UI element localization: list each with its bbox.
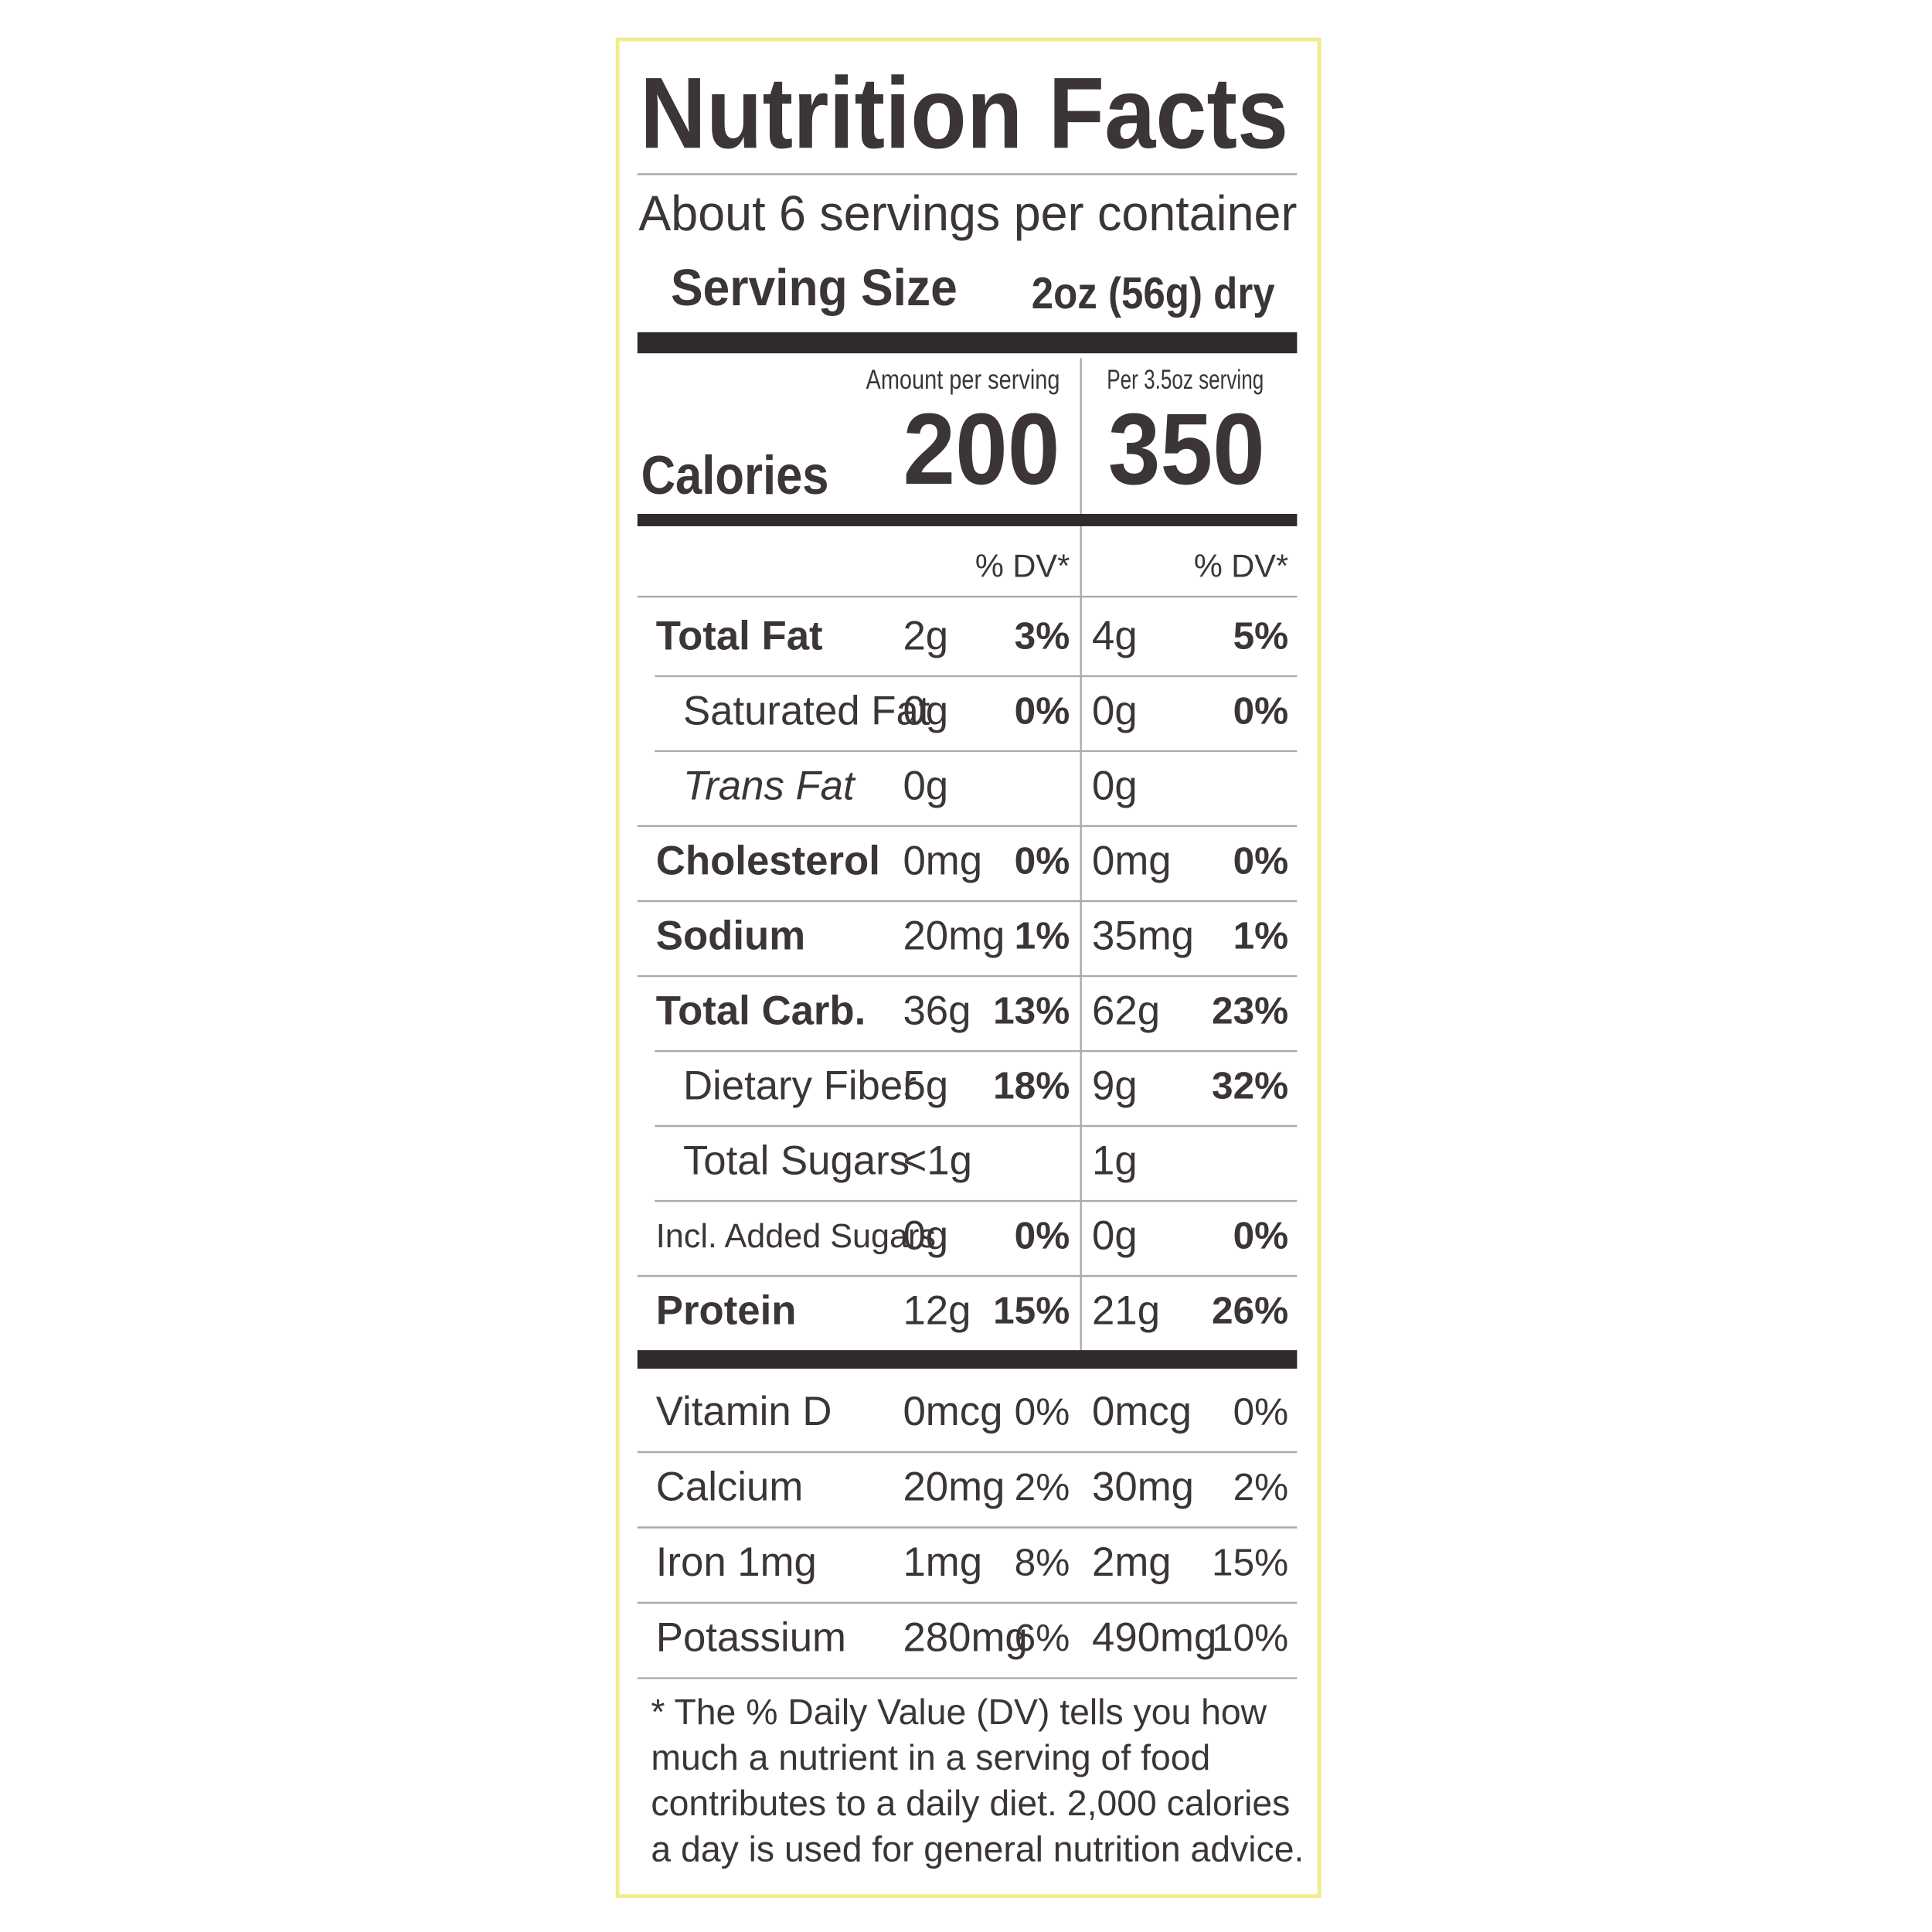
amount: 30mg: [1092, 1464, 1194, 1510]
daily-value: 6%: [1015, 1616, 1070, 1659]
amount: 9g: [1092, 1063, 1138, 1109]
nutrient-name: Total Carb.: [656, 988, 866, 1033]
amount: 1g: [1092, 1138, 1138, 1184]
amount: 5g: [903, 1063, 948, 1109]
calories-label: Calories: [641, 444, 829, 505]
amount: <1g: [903, 1138, 971, 1184]
daily-value: 15%: [993, 1289, 1070, 1332]
nutrient-name: Incl. Added Sugars: [656, 1218, 936, 1255]
daily-value: 15%: [1212, 1540, 1288, 1583]
daily-value: 0%: [1015, 1214, 1070, 1257]
amount: 0mcg: [903, 1389, 1002, 1434]
daily-value: 2%: [1233, 1465, 1289, 1509]
footnote-line: a day is used for general nutrition advi…: [651, 1828, 1304, 1869]
daily-value: 18%: [993, 1064, 1070, 1107]
daily-value: 32%: [1212, 1064, 1288, 1107]
amount: 0g: [1092, 763, 1138, 808]
daily-value: 13%: [993, 989, 1070, 1032]
amount: 0g: [1092, 1213, 1138, 1259]
servings: About 6 servings per container: [638, 185, 1297, 241]
nutrient-name: Vitamin D: [656, 1389, 832, 1434]
daily-value: 0%: [1015, 839, 1070, 883]
daily-value: 1%: [1233, 914, 1289, 957]
thick-rule: [637, 513, 1298, 526]
daily-value: 0%: [1233, 1389, 1289, 1433]
daily-value: 8%: [1015, 1540, 1070, 1583]
amount: 0mg: [1092, 838, 1172, 883]
column-header: Amount per serving: [866, 365, 1060, 395]
daily-value: 0%: [1233, 1214, 1289, 1257]
amount: 280mg: [903, 1615, 1027, 1661]
calories-value: 350: [1108, 392, 1265, 505]
title: Nutrition Facts: [640, 56, 1288, 169]
nutrient-name: Calcium: [656, 1464, 803, 1510]
nutrient-name: Trans Fat: [683, 763, 856, 808]
amount: 0mg: [903, 838, 982, 883]
serving-size-label: Serving Size: [671, 259, 957, 317]
column-header: Per 3.5oz serving: [1107, 365, 1264, 395]
amount: 35mg: [1092, 913, 1194, 958]
dv-header: % DV*: [1194, 547, 1288, 583]
daily-value: 1%: [1015, 914, 1070, 957]
nutrient-name: Sodium: [656, 913, 805, 958]
thick-rule: [637, 1350, 1298, 1369]
daily-value: 0%: [1233, 689, 1289, 733]
nutrient-name: Iron 1mg: [656, 1539, 817, 1585]
amount: 490mg: [1092, 1615, 1216, 1661]
nutrient-name: Potassium: [656, 1615, 846, 1661]
amount: 62g: [1092, 988, 1160, 1033]
nutrient-name: Saturated Fat: [683, 688, 930, 733]
dv-header: % DV*: [975, 547, 1070, 583]
amount: 1mg: [903, 1539, 982, 1585]
nutrient-name: Total Sugars: [683, 1138, 910, 1184]
amount: 0g: [903, 688, 948, 733]
daily-value: 0%: [1015, 1389, 1070, 1433]
amount: 2mg: [1092, 1539, 1172, 1585]
daily-value: 0%: [1233, 839, 1289, 883]
amount: 0g: [903, 1213, 948, 1259]
amount: 0mcg: [1092, 1389, 1192, 1434]
serving-size-value: 2oz (56g) dry: [1032, 269, 1275, 318]
daily-value: 10%: [1212, 1616, 1288, 1659]
amount: 0g: [903, 763, 948, 808]
nutrient-name: Protein: [656, 1288, 797, 1334]
amount: 20mg: [903, 1464, 1005, 1510]
footnote-line: much a nutrient in a serving of food: [651, 1737, 1210, 1777]
thick-rule: [637, 332, 1298, 354]
amount: 21g: [1092, 1288, 1160, 1334]
nutrient-name: Total Fat: [656, 613, 823, 658]
daily-value: 5%: [1233, 614, 1289, 658]
footnote-line: contributes to a daily diet. 2,000 calor…: [651, 1783, 1290, 1823]
nutrient-name: Cholesterol: [656, 838, 880, 883]
daily-value: 3%: [1015, 614, 1070, 658]
amount: 4g: [1092, 613, 1138, 658]
amount: 20mg: [903, 913, 1005, 958]
amount: 2g: [903, 613, 948, 658]
daily-value: 26%: [1212, 1289, 1288, 1332]
amount: 36g: [903, 988, 971, 1033]
nutrient-name: Dietary Fiber: [683, 1063, 917, 1109]
daily-value: 23%: [1212, 989, 1288, 1032]
amount: 12g: [903, 1288, 971, 1334]
calories-value: 200: [903, 392, 1060, 505]
daily-value: 0%: [1015, 689, 1070, 733]
footnote-line: * The % Daily Value (DV) tells you how: [651, 1692, 1267, 1732]
daily-value: 2%: [1015, 1465, 1070, 1509]
amount: 0g: [1092, 688, 1138, 733]
